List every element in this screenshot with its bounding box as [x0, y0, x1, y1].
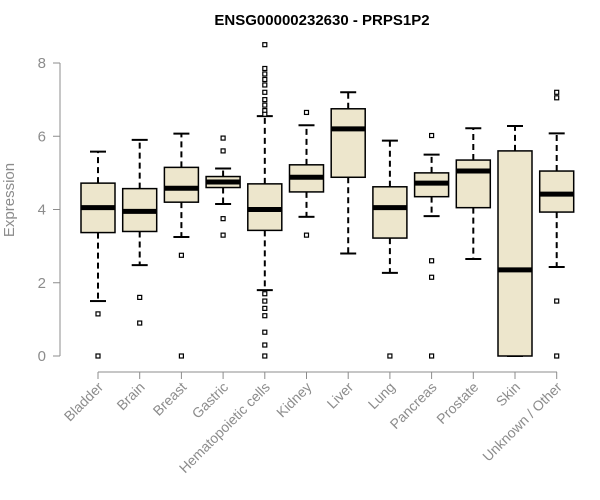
outlier-point: [429, 353, 435, 359]
outlier-point: [303, 109, 310, 116]
outlier-point: [262, 82, 268, 88]
outlier-point: [262, 65, 268, 72]
outlier-point: [303, 232, 310, 238]
box-group-7: [372, 139, 408, 359]
outlier-point: [429, 132, 435, 139]
outlier-point: [95, 353, 101, 359]
x-tick-label: Brain: [113, 379, 147, 413]
box: [538, 170, 575, 213]
outlier-point: [262, 42, 268, 48]
x-tick-label: Liver: [324, 379, 357, 412]
box-group-0: [80, 150, 116, 359]
outlier-point: [220, 135, 226, 141]
outlier-point: [262, 71, 268, 77]
x-tick-label: Lung: [365, 379, 398, 412]
box: [330, 108, 366, 179]
outlier-point: [262, 102, 268, 108]
box-group-4: [247, 42, 283, 359]
outlier-point: [262, 353, 268, 359]
outlier-point: [262, 305, 268, 311]
y-tick-label-8: 8: [38, 55, 46, 72]
outlier-point: [95, 311, 101, 317]
box-group-5: [288, 109, 325, 238]
x-tick-label: Breast: [150, 379, 190, 419]
box: [372, 186, 408, 239]
box-group-6: [330, 91, 366, 255]
outlier-point: [429, 258, 435, 264]
outlier-point: [137, 294, 143, 300]
box-group-11: [538, 89, 575, 359]
y-tick-label-4: 4: [38, 202, 46, 219]
y-tick-label-2: 2: [38, 275, 46, 292]
outlier-point: [387, 353, 393, 359]
box: [163, 166, 200, 203]
box-group-8: [413, 132, 450, 359]
outlier-point: [262, 89, 268, 95]
box-group-3: [205, 135, 241, 238]
outlier-point: [178, 353, 184, 359]
y-ticks: 0 2 4 6 8: [38, 55, 60, 365]
box: [455, 159, 492, 209]
boxes: [80, 42, 575, 359]
outlier-point: [262, 76, 268, 83]
outlier-point: [220, 148, 226, 154]
outlier-point: [262, 313, 268, 319]
outlier-point: [554, 298, 560, 304]
x-tick-label: Prostate: [433, 379, 481, 427]
outlier-point: [554, 95, 560, 101]
x-tick-label: Kidney: [273, 379, 315, 421]
outlier-point: [220, 232, 226, 238]
outlier-point: [178, 252, 184, 258]
x-tick-label: Bladder: [61, 379, 107, 425]
outlier-point: [262, 298, 268, 304]
outlier-point: [262, 97, 268, 103]
outlier-point: [137, 320, 143, 326]
box-group-2: [163, 132, 200, 359]
x-tick-label: Unknown / Other: [479, 379, 565, 465]
outlier-point: [262, 329, 268, 335]
box: [497, 150, 533, 357]
outlier-point: [554, 353, 560, 359]
box-group-9: [455, 127, 492, 260]
y-tick-label-6: 6: [38, 128, 46, 145]
chart-title: ENSG00000232630 - PRPS1P2: [214, 12, 429, 29]
y-tick-label-0: 0: [38, 348, 46, 365]
y-axis-label: Expression: [1, 163, 18, 237]
outlier-point: [429, 274, 435, 280]
outlier-point: [554, 89, 560, 95]
outlier-point: [220, 216, 226, 222]
box-group-10: [497, 124, 533, 357]
box-group-1: [121, 138, 158, 326]
outlier-point: [262, 111, 268, 117]
outlier-point: [262, 342, 268, 348]
x-tick-label: Skin: [493, 379, 524, 410]
outlier-point: [262, 291, 268, 297]
